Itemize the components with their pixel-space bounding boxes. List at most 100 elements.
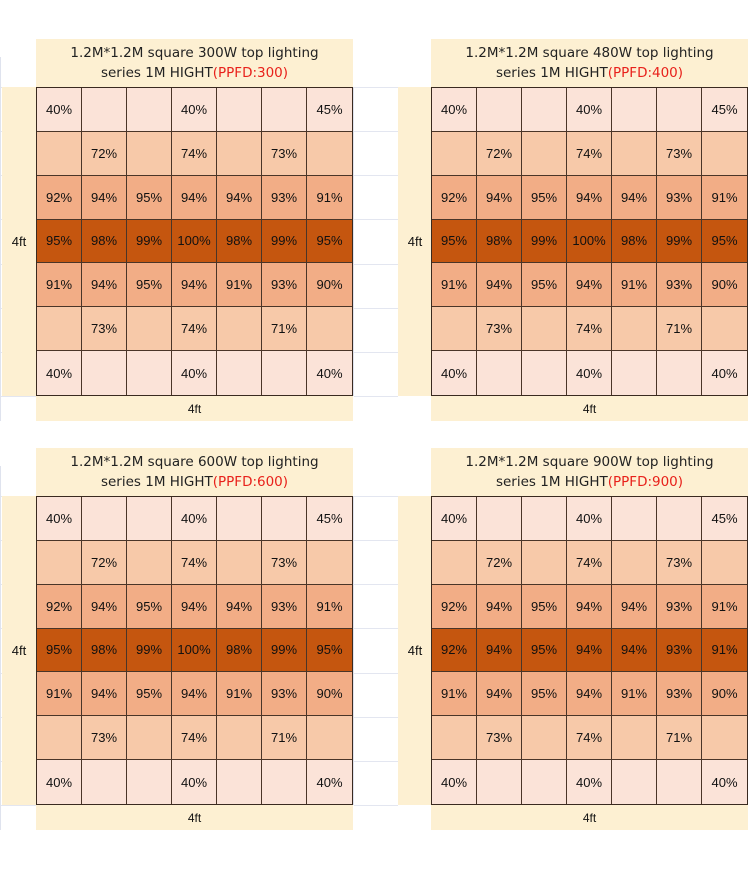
heatmap-cell	[657, 497, 702, 541]
heatmap-cell	[612, 540, 657, 585]
heatmap-cell: 45%	[307, 497, 352, 541]
heatmap-cell: 94%	[217, 584, 262, 629]
gridline	[1, 396, 36, 397]
title-ppfd: (PPFD:400)	[607, 65, 684, 81]
heatmap-cell	[432, 540, 477, 585]
chart-title: 1.2M*1.2M square 300W top lighting series…	[36, 39, 353, 87]
heatmap-cell: 74%	[172, 307, 217, 352]
heatmap-cell	[432, 307, 477, 352]
heatmap-cell: 98%	[82, 628, 127, 673]
heatmap-cell: 95%	[307, 219, 352, 264]
heatmap-cell: 40%	[432, 88, 477, 132]
heatmap-cell: 91%	[612, 263, 657, 308]
heatmap-cell: 94%	[172, 584, 217, 629]
heatmap-cell	[82, 497, 127, 541]
heatmap-cell: 93%	[657, 175, 702, 220]
gridline	[354, 175, 398, 177]
heatmap-cell	[612, 88, 657, 132]
title-line-2: series 1M HIGHT(PPFD:400)	[496, 63, 683, 83]
heatmap-cell: 71%	[657, 307, 702, 352]
gridline	[354, 351, 398, 353]
heatmap-cell: 95%	[37, 628, 82, 673]
heatmap-cell: 40%	[567, 497, 612, 541]
heatmap-cell: 94%	[567, 628, 612, 673]
chart-title: 1.2M*1.2M square 480W top lighting series…	[431, 39, 748, 87]
heatmap-cell	[522, 88, 567, 132]
heatmap-cell: 92%	[432, 584, 477, 629]
heatmap-cell	[612, 760, 657, 804]
x-axis-label: 4ft	[36, 396, 353, 421]
heatmap-cell: 94%	[82, 263, 127, 308]
heatmap-cell: 92%	[432, 175, 477, 220]
heatmap-cell: 72%	[82, 540, 127, 585]
heatmap-cell: 72%	[477, 131, 522, 176]
heatmap-cell: 95%	[127, 584, 172, 629]
heatmap-cell: 93%	[262, 584, 307, 629]
heatmap-cell: 100%	[567, 219, 612, 264]
heatmap-cell: 91%	[702, 175, 747, 220]
heatmap-cell	[217, 88, 262, 132]
heatmap-cell: 94%	[567, 584, 612, 629]
heatmap-cell	[522, 351, 567, 395]
heatmap-cell	[127, 131, 172, 176]
chart-title: 1.2M*1.2M square 600W top lighting series…	[36, 448, 353, 496]
heatmap-cell: 98%	[217, 219, 262, 264]
heatmap-cell	[127, 88, 172, 132]
title-ppfd: (PPFD:600)	[212, 474, 289, 490]
heatmap-cell: 95%	[127, 175, 172, 220]
heatmap-cell: 45%	[307, 88, 352, 132]
heatmap-grid: 40% 40% 45% 72% 74% 73% 92% 94% 95% 94% 94% 93% 91% 9…	[431, 496, 748, 805]
heatmap-cell: 91%	[37, 263, 82, 308]
heatmap-grid: 40% 40% 45% 72% 74% 73% 92% 94% 95% 94% 94% 93% 91% 9…	[36, 87, 353, 396]
heatmap-cell: 73%	[82, 716, 127, 761]
title-line-1: 1.2M*1.2M square 300W top lighting	[70, 45, 319, 61]
heatmap-cell	[477, 351, 522, 395]
heatmap-cell: 91%	[217, 263, 262, 308]
heatmap-cell: 98%	[477, 219, 522, 264]
heatmap-cell: 94%	[477, 175, 522, 220]
heatmap-cell: 90%	[307, 672, 352, 717]
heatmap-cell	[432, 131, 477, 176]
heatmap-cell: 40%	[567, 760, 612, 804]
heatmap-cell: 40%	[702, 351, 747, 395]
title-line-1: 1.2M*1.2M square 480W top lighting	[465, 45, 714, 61]
heatmap-cell: 73%	[262, 131, 307, 176]
heatmap-cell	[612, 497, 657, 541]
heatmap-cell	[262, 351, 307, 395]
heatmap-cell: 93%	[657, 628, 702, 673]
heatmap-cell: 91%	[702, 628, 747, 673]
heatmap-cell	[217, 131, 262, 176]
heatmap-cell: 91%	[702, 584, 747, 629]
heatmap-cell	[127, 760, 172, 804]
heatmap-cell: 93%	[262, 672, 307, 717]
heatmap-cell	[702, 540, 747, 585]
heatmap-cell: 100%	[172, 219, 217, 264]
heatmap-cell: 91%	[432, 263, 477, 308]
heatmap-cell	[217, 540, 262, 585]
gridline	[354, 87, 398, 88]
heatmap-cell: 92%	[37, 175, 82, 220]
heatmap-cell	[612, 307, 657, 352]
heatmap-cell: 93%	[262, 175, 307, 220]
heatmap-cell: 94%	[82, 672, 127, 717]
heatmap-cell	[82, 351, 127, 395]
heatmap-cell: 91%	[307, 584, 352, 629]
title-series: series 1M HIGHT	[100, 474, 213, 490]
heatmap-cell: 93%	[262, 263, 307, 308]
heatmap-cell	[127, 497, 172, 541]
heatmap-cell	[702, 131, 747, 176]
heatmap-cell	[37, 307, 82, 352]
heatmap-cell: 95%	[702, 219, 747, 264]
title-ppfd: (PPFD:900)	[607, 474, 684, 490]
heatmap-cell	[307, 716, 352, 761]
gridline	[354, 672, 398, 674]
heatmap-cell: 74%	[567, 307, 612, 352]
heatmap-cell	[522, 307, 567, 352]
heatmap-cell: 95%	[522, 584, 567, 629]
heatmap-cell: 72%	[82, 131, 127, 176]
heatmap-cell: 40%	[37, 351, 82, 395]
heatmap-cell	[432, 716, 477, 761]
heatmap-cell: 73%	[477, 307, 522, 352]
heatmap-cell	[127, 716, 172, 761]
heatmap-cell	[262, 760, 307, 804]
